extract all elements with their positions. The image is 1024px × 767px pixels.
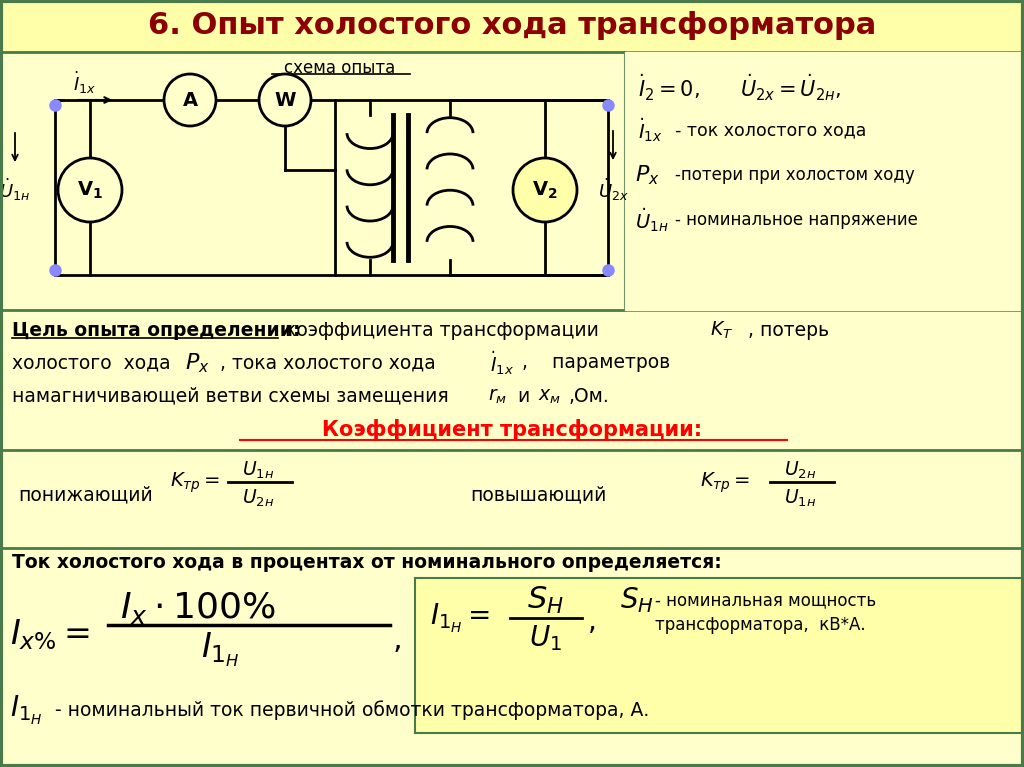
Text: - номинальная мощность: - номинальная мощность	[655, 591, 877, 609]
Text: $\dot{U}_{1н}$: $\dot{U}_{1н}$	[635, 206, 669, 234]
Text: $K_T$: $K_T$	[710, 319, 733, 341]
Text: $x_м$: $x_м$	[538, 387, 561, 406]
Text: $\dot{I}_2=0,$: $\dot{I}_2=0,$	[638, 73, 699, 104]
Text: $\dot{U}_{2x}$: $\dot{U}_{2x}$	[598, 177, 629, 203]
Bar	[415, 578, 1024, 733]
Text: ,: ,	[588, 608, 597, 636]
Text: ,: ,	[393, 626, 402, 654]
Text: - номинальный ток первичной обмотки трансформатора, А.: - номинальный ток первичной обмотки тран…	[55, 700, 649, 720]
Text: $U_{1н}$: $U_{1н}$	[242, 459, 274, 481]
Text: $K_{тр}=$: $K_{тр}=$	[170, 471, 220, 495]
Text: и: и	[517, 387, 529, 406]
Text: $\dot{U}_{2x}=\dot{U}_{2н},$: $\dot{U}_{2x}=\dot{U}_{2н},$	[740, 73, 842, 104]
Text: $I_{1_H}$: $I_{1_H}$	[201, 630, 240, 670]
Text: $U_{2н}$: $U_{2н}$	[242, 487, 274, 509]
Text: $\dot{U}_{1н}$: $\dot{U}_{1н}$	[0, 177, 31, 203]
Text: $\boldsymbol{P_x}$: $\boldsymbol{P_x}$	[635, 163, 659, 187]
Text: ,Ом.: ,Ом.	[568, 387, 608, 406]
Text: -потери при холостом ходу: -потери при холостом ходу	[675, 166, 914, 184]
Text: $\mathbf{W}$: $\mathbf{W}$	[273, 91, 297, 110]
Text: $\dot{I}_{1x}$: $\dot{I}_{1x}$	[490, 349, 514, 377]
Circle shape	[259, 74, 311, 126]
Text: схема опыта: схема опыта	[285, 59, 395, 77]
Bar	[0, 0, 1024, 52]
Text: ,    параметров: , параметров	[522, 354, 671, 373]
Text: коэффициента трансформации: коэффициента трансформации	[285, 321, 599, 340]
Text: $I_x \cdot 100\%$: $I_x \cdot 100\%$	[120, 590, 275, 626]
Text: $U_{1н}$: $U_{1н}$	[784, 487, 816, 509]
Text: $\mathbf{V_2}$: $\mathbf{V_2}$	[532, 179, 558, 201]
Text: 6. Опыт холостого хода трансформатора: 6. Опыт холостого хода трансформатора	[147, 12, 877, 41]
Text: Коэффициент трансформации:: Коэффициент трансформации:	[322, 420, 702, 440]
Circle shape	[513, 158, 577, 222]
Text: $I_{x\%}=$: $I_{x\%}=$	[10, 617, 90, 653]
Text: - номинальное напряжение: - номинальное напряжение	[675, 211, 918, 229]
Text: $\dot{I}_{1x}$: $\dot{I}_{1x}$	[638, 116, 663, 144]
Text: $r_м$: $r_м$	[488, 387, 507, 406]
Text: холостого  хода: холостого хода	[12, 354, 171, 373]
Text: трансформатора,  кВ*А.: трансформатора, кВ*А.	[655, 616, 865, 634]
Text: , потерь: , потерь	[748, 321, 829, 340]
Text: повышающий: повышающий	[470, 486, 606, 505]
Text: намагничивающей ветви схемы замещения: намагничивающей ветви схемы замещения	[12, 387, 449, 406]
Text: $U_{2н}$: $U_{2н}$	[784, 459, 816, 481]
Text: $S_H$: $S_H$	[526, 584, 563, 616]
Text: понижающий: понижающий	[18, 486, 153, 505]
Circle shape	[164, 74, 216, 126]
Text: Цель опыта определении:: Цель опыта определении:	[12, 321, 300, 340]
Text: Ток холостого хода в процентах от номинального определяется:: Ток холостого хода в процентах от номина…	[12, 554, 722, 572]
Text: $I_{1_H}$: $I_{1_H}$	[10, 693, 43, 726]
Circle shape	[58, 158, 122, 222]
Text: $I_{1_H}=$: $I_{1_H}=$	[430, 601, 490, 634]
Text: $\boldsymbol{P_x}$: $\boldsymbol{P_x}$	[185, 351, 210, 375]
Text: - ток холостого хода: - ток холостого хода	[675, 121, 866, 139]
Text: $U_1$: $U_1$	[528, 623, 561, 653]
Text: $\mathbf{A}$: $\mathbf{A}$	[181, 91, 199, 110]
Bar	[625, 52, 1024, 310]
Text: $K_{тр}=$: $K_{тр}=$	[700, 471, 751, 495]
Text: $\mathbf{V_1}$: $\mathbf{V_1}$	[77, 179, 103, 201]
Text: $S_H$: $S_H$	[620, 585, 653, 615]
Text: , тока холостого хода: , тока холостого хода	[220, 354, 436, 373]
Text: $\dot{I}_{1x}$: $\dot{I}_{1x}$	[74, 70, 96, 96]
